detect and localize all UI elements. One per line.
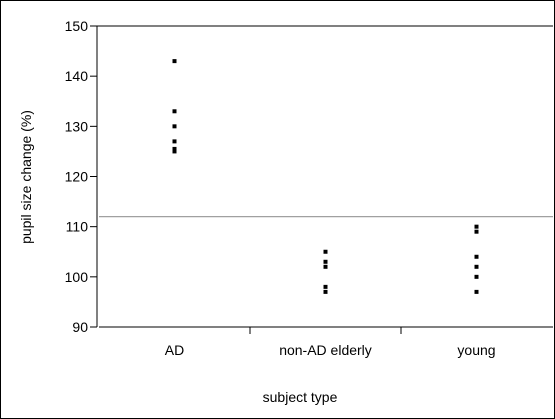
x-tick-label: AD xyxy=(165,342,184,358)
y-tick-label: 90 xyxy=(72,319,88,335)
data-point xyxy=(172,139,177,144)
data-point xyxy=(323,289,328,294)
y-axis-label: pupil size change (%) xyxy=(18,110,34,244)
y-tick-label: 150 xyxy=(65,18,89,34)
y-tick-label: 100 xyxy=(65,269,89,285)
x-tick-label: non-AD elderly xyxy=(279,342,372,358)
data-point xyxy=(323,284,328,289)
data-point xyxy=(172,109,177,114)
y-tick-label: 140 xyxy=(65,68,89,84)
y-tick-label: 130 xyxy=(65,118,89,134)
data-point xyxy=(323,249,328,254)
data-points xyxy=(172,59,479,294)
data-point xyxy=(474,264,479,269)
y-tick-label: 110 xyxy=(66,219,89,235)
data-point xyxy=(474,254,479,259)
data-point xyxy=(323,264,328,269)
x-tick-label: young xyxy=(457,342,495,358)
y-tick-label: 120 xyxy=(65,169,89,185)
data-point xyxy=(172,59,177,64)
axes: 90 100 110 120 130 140 150 AD non-AD elderly youn… xyxy=(65,18,553,358)
x-axis-label: subject type xyxy=(263,389,338,405)
data-point xyxy=(474,224,479,229)
data-point xyxy=(172,124,177,129)
data-point xyxy=(172,146,177,151)
data-point xyxy=(474,289,479,294)
data-point xyxy=(172,149,177,154)
data-point xyxy=(474,274,479,279)
data-point xyxy=(323,259,328,264)
data-point xyxy=(474,229,479,234)
